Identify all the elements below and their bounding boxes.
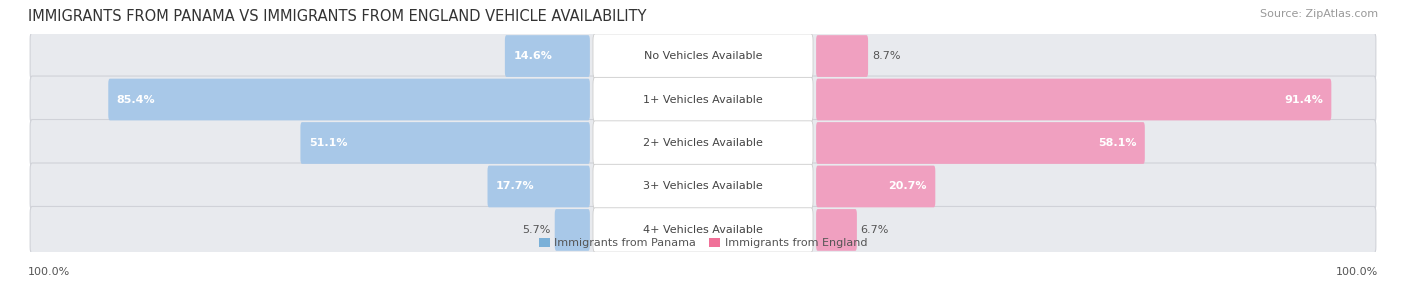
- FancyBboxPatch shape: [815, 166, 935, 207]
- FancyBboxPatch shape: [593, 164, 813, 209]
- FancyBboxPatch shape: [30, 120, 1376, 166]
- FancyBboxPatch shape: [815, 35, 868, 77]
- Text: 3+ Vehicles Available: 3+ Vehicles Available: [643, 182, 763, 191]
- Text: 100.0%: 100.0%: [28, 267, 70, 277]
- Text: 6.7%: 6.7%: [860, 225, 889, 235]
- Text: 85.4%: 85.4%: [117, 95, 155, 104]
- FancyBboxPatch shape: [505, 35, 591, 77]
- Text: IMMIGRANTS FROM PANAMA VS IMMIGRANTS FROM ENGLAND VEHICLE AVAILABILITY: IMMIGRANTS FROM PANAMA VS IMMIGRANTS FRO…: [28, 9, 647, 23]
- Text: 100.0%: 100.0%: [1336, 267, 1378, 277]
- FancyBboxPatch shape: [593, 77, 813, 122]
- FancyBboxPatch shape: [815, 209, 856, 251]
- Text: 58.1%: 58.1%: [1098, 138, 1136, 148]
- Text: 14.6%: 14.6%: [513, 51, 553, 61]
- FancyBboxPatch shape: [593, 34, 813, 78]
- Text: No Vehicles Available: No Vehicles Available: [644, 51, 762, 61]
- FancyBboxPatch shape: [30, 206, 1376, 253]
- Legend: Immigrants from Panama, Immigrants from England: Immigrants from Panama, Immigrants from …: [538, 238, 868, 248]
- Text: 5.7%: 5.7%: [523, 225, 551, 235]
- FancyBboxPatch shape: [593, 121, 813, 165]
- Text: 17.7%: 17.7%: [496, 182, 534, 191]
- FancyBboxPatch shape: [301, 122, 591, 164]
- Text: 8.7%: 8.7%: [872, 51, 900, 61]
- FancyBboxPatch shape: [488, 166, 591, 207]
- FancyBboxPatch shape: [593, 208, 813, 252]
- Text: 1+ Vehicles Available: 1+ Vehicles Available: [643, 95, 763, 104]
- FancyBboxPatch shape: [815, 79, 1331, 120]
- Text: 51.1%: 51.1%: [309, 138, 347, 148]
- FancyBboxPatch shape: [108, 79, 591, 120]
- FancyBboxPatch shape: [555, 209, 591, 251]
- FancyBboxPatch shape: [30, 76, 1376, 123]
- Text: 20.7%: 20.7%: [889, 182, 927, 191]
- FancyBboxPatch shape: [30, 33, 1376, 80]
- Text: 2+ Vehicles Available: 2+ Vehicles Available: [643, 138, 763, 148]
- FancyBboxPatch shape: [815, 122, 1144, 164]
- Text: 4+ Vehicles Available: 4+ Vehicles Available: [643, 225, 763, 235]
- Text: Source: ZipAtlas.com: Source: ZipAtlas.com: [1260, 9, 1378, 19]
- Text: 91.4%: 91.4%: [1284, 95, 1323, 104]
- FancyBboxPatch shape: [30, 163, 1376, 210]
